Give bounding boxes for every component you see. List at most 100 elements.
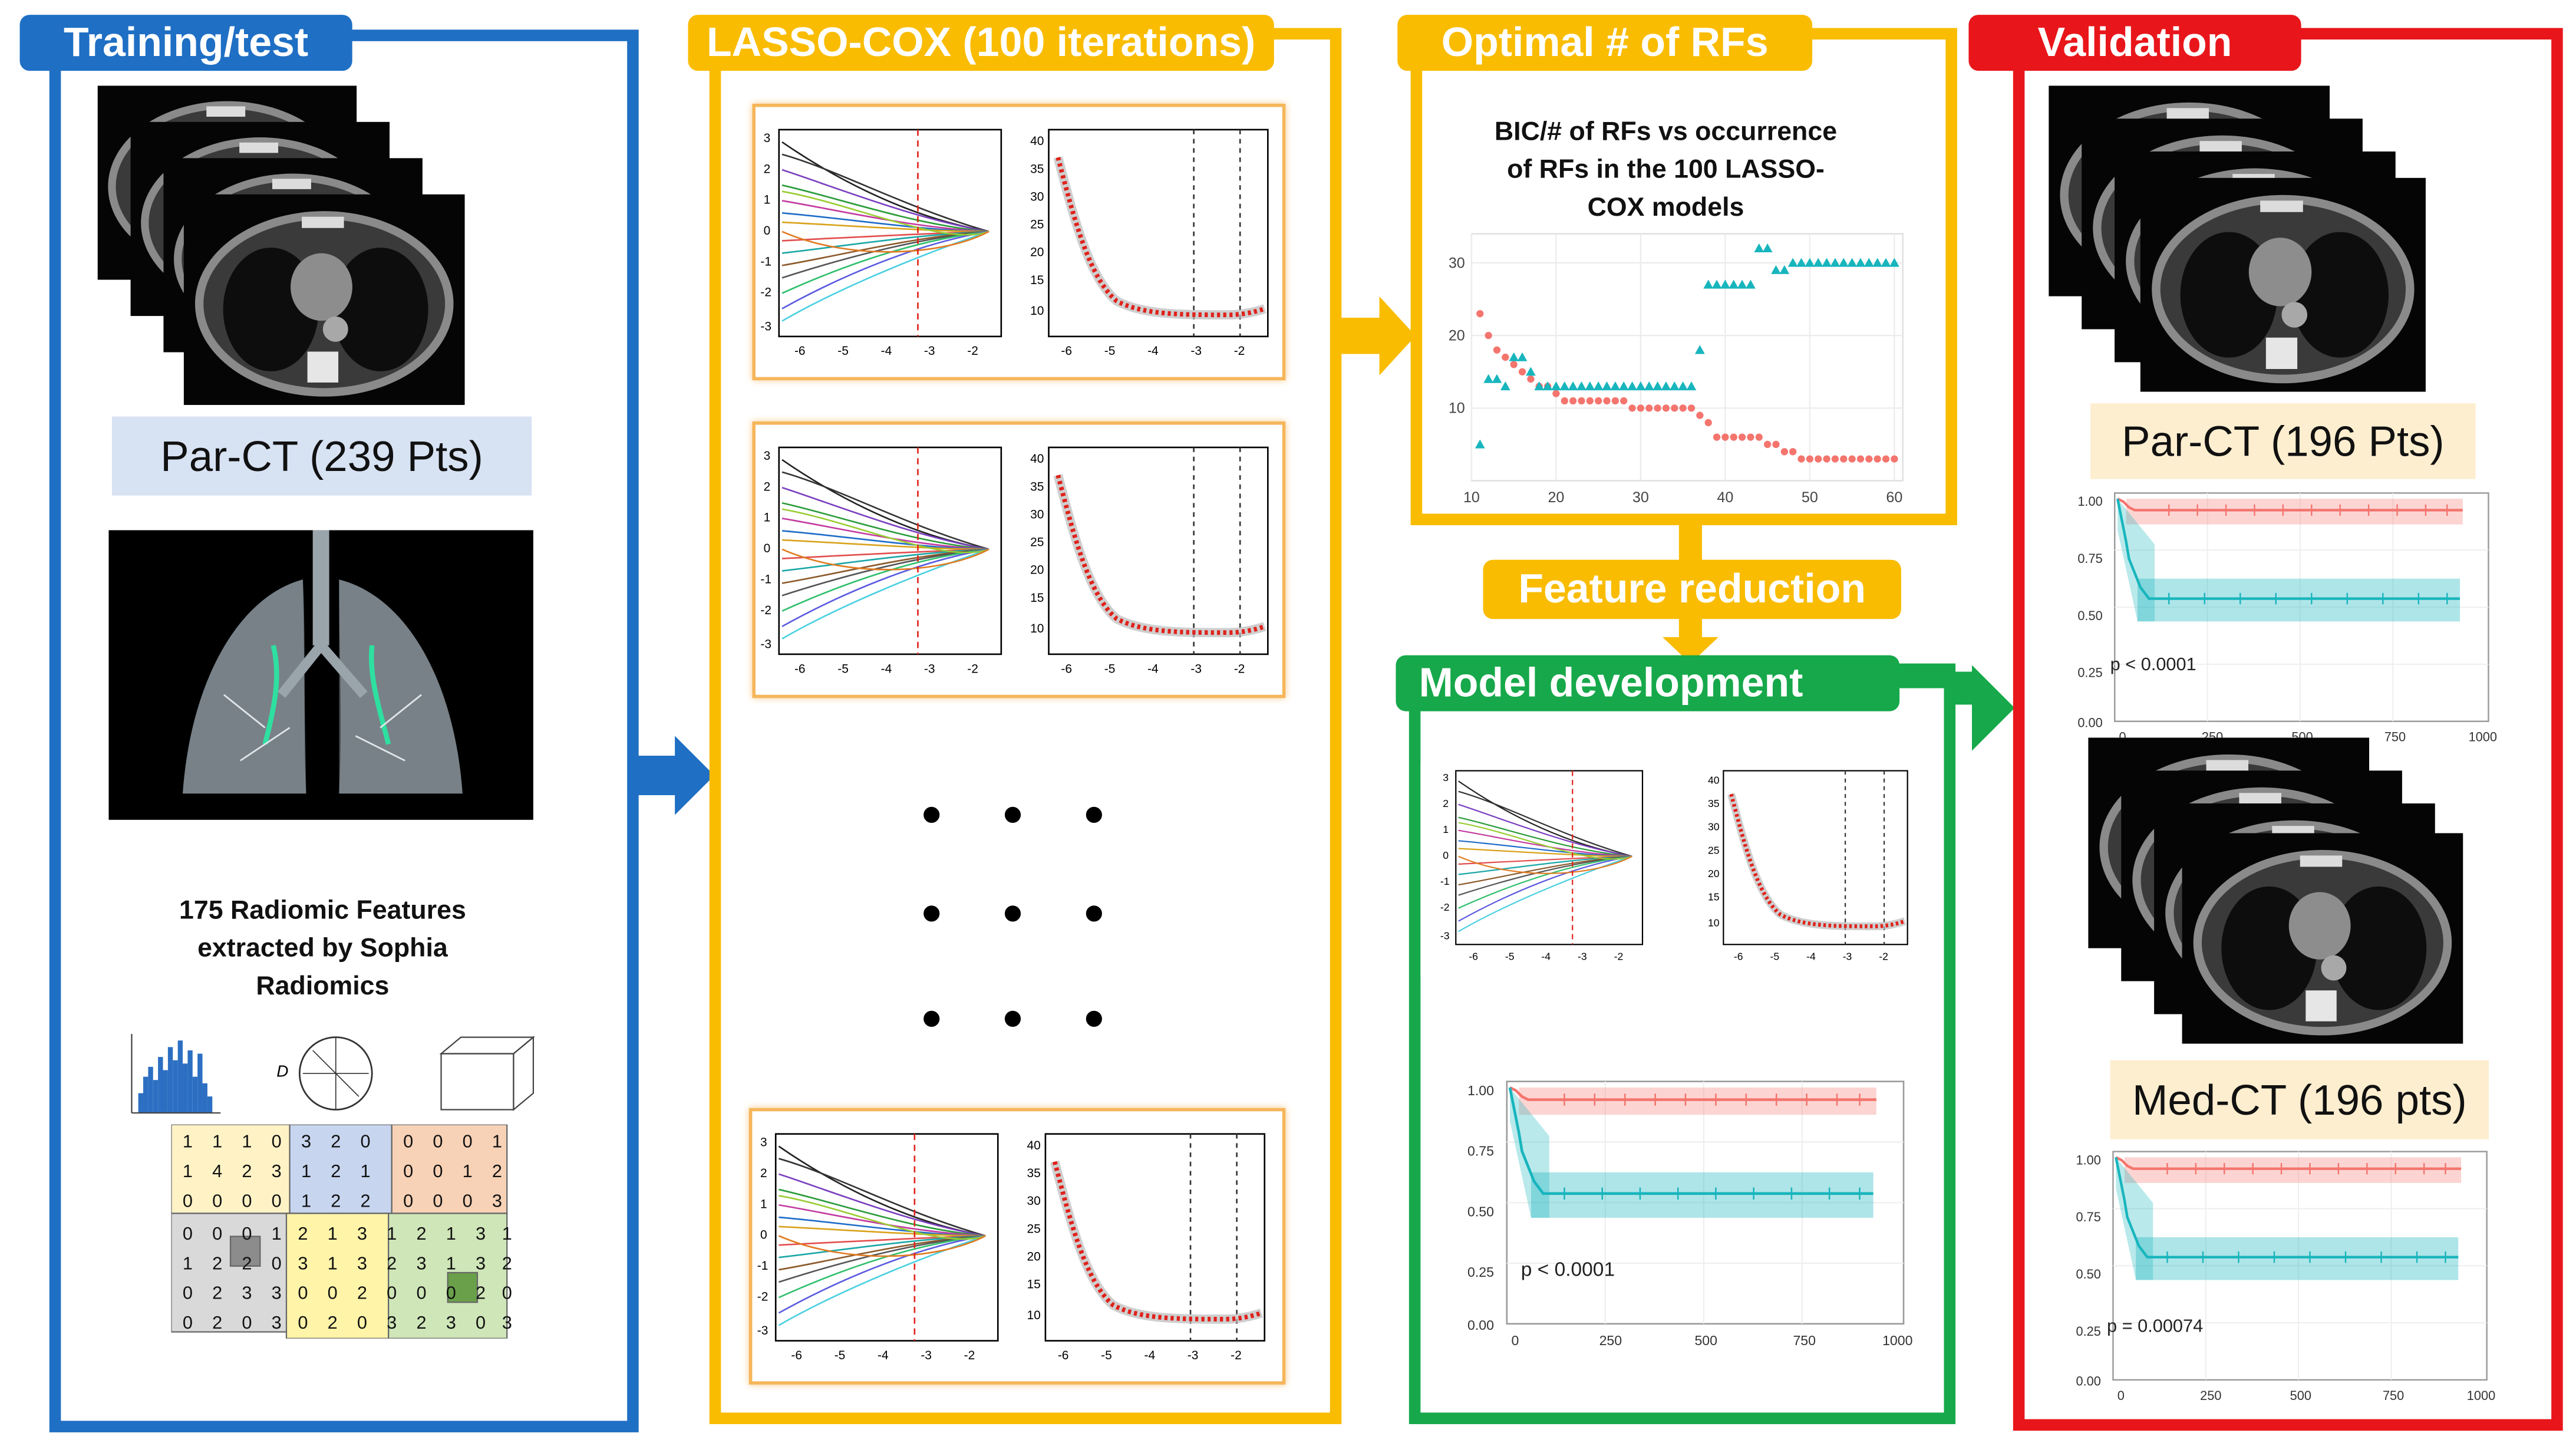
rf-count-point — [1847, 258, 1857, 267]
svg-text:0: 0 — [403, 1190, 413, 1211]
validation-par-km-plot: p < 0.0001 — [2047, 487, 2518, 744]
svg-text:3: 3 — [301, 1131, 311, 1152]
lasso-iteration-1 — [752, 103, 1286, 381]
rf-count-point — [1796, 258, 1806, 267]
rf-count-point — [1711, 279, 1722, 289]
validation-med-label: Med-CT (196 pts) — [2110, 1060, 2489, 1139]
rf-count-point — [1805, 258, 1815, 267]
svg-text:0: 0 — [272, 1253, 282, 1273]
rf-count-point — [1754, 243, 1764, 252]
rf-count-point — [1720, 279, 1730, 289]
bic-point — [1493, 346, 1501, 354]
rf-count-point — [1602, 381, 1612, 391]
svg-text:0: 0 — [183, 1283, 193, 1303]
svg-text:0: 0 — [357, 1312, 367, 1333]
bic-point — [1730, 433, 1737, 441]
svg-text:2: 2 — [416, 1312, 426, 1333]
svg-text:0: 0 — [403, 1161, 413, 1181]
svg-text:0: 0 — [360, 1131, 370, 1152]
svg-text:0: 0 — [183, 1312, 193, 1333]
rf-count-point — [1881, 258, 1891, 267]
bic-point — [1848, 455, 1856, 463]
svg-text:1: 1 — [272, 1223, 282, 1244]
arrow-to-lasso — [628, 736, 715, 815]
rf-count-point — [1475, 439, 1485, 449]
svg-text:0: 0 — [403, 1131, 413, 1152]
validation-med-km-plot: p = 0.00074 — [2041, 1146, 2522, 1403]
svg-text:1: 1 — [183, 1161, 193, 1181]
bic-point — [1865, 455, 1873, 463]
svg-text:2: 2 — [331, 1161, 341, 1181]
bic-point — [1789, 448, 1797, 456]
ct-stack-training — [79, 85, 474, 407]
ct-stack-validation-med — [2080, 737, 2475, 1047]
bic-point — [1823, 455, 1830, 463]
rf-count-point — [1509, 352, 1519, 361]
svg-text:2: 2 — [298, 1223, 308, 1244]
svg-text:0: 0 — [242, 1312, 252, 1333]
bic-point — [1662, 404, 1670, 412]
bic-point — [1603, 397, 1611, 405]
lasso-panel-title: LASSO-COX (100 iterations) — [688, 15, 1274, 71]
svg-text:0: 0 — [212, 1223, 222, 1244]
svg-text:3: 3 — [492, 1190, 502, 1211]
svg-text:3: 3 — [272, 1283, 282, 1303]
bic-point — [1772, 440, 1780, 449]
bic-point — [1882, 455, 1890, 463]
svg-text:3: 3 — [357, 1223, 367, 1244]
validation-par-pvalue: p < 0.0001 — [2110, 655, 2196, 676]
ellipsis-1: • • • — [922, 783, 1127, 846]
rf-count-point — [1483, 374, 1494, 383]
validation-med-pvalue: p = 0.00074 — [2107, 1317, 2204, 1337]
rf-count-point — [1889, 258, 1899, 267]
svg-text:1: 1 — [328, 1223, 338, 1244]
rf-count-point — [1551, 381, 1561, 391]
svg-text:0: 0 — [446, 1283, 456, 1303]
svg-text:0: 0 — [272, 1131, 282, 1152]
bic-point — [1840, 455, 1848, 463]
svg-text:3: 3 — [446, 1312, 456, 1333]
optimal-panel-title: Optimal # of RFs — [1397, 15, 1813, 71]
bic-xtick-label: 60 — [1886, 489, 1902, 506]
rf-count-point — [1517, 352, 1528, 361]
bic-point — [1806, 455, 1814, 463]
bic-point — [1502, 353, 1509, 361]
rf-count-point — [1830, 258, 1841, 267]
svg-text:1: 1 — [360, 1161, 370, 1181]
svg-text:2: 2 — [212, 1312, 222, 1333]
rf-count-point — [1686, 381, 1697, 391]
bic-point — [1747, 433, 1754, 441]
svg-text:2: 2 — [360, 1190, 370, 1211]
svg-text:0: 0 — [298, 1312, 308, 1333]
rf-count-point — [1526, 367, 1536, 376]
rf-count-point — [1779, 265, 1790, 274]
bic-point — [1552, 390, 1560, 397]
svg-text:2: 2 — [331, 1131, 341, 1152]
bic-scatter-chart: 10 20 30 10 20 30 40 50 60 — [1449, 233, 1904, 506]
svg-text:1: 1 — [492, 1131, 502, 1152]
rf-count-point — [1568, 381, 1578, 391]
svg-text:2: 2 — [416, 1223, 426, 1244]
rf-count-point — [1729, 279, 1739, 289]
svg-text:4: 4 — [212, 1161, 222, 1181]
svg-text:0: 0 — [502, 1283, 512, 1303]
bic-point — [1763, 440, 1772, 449]
svg-text:2: 2 — [476, 1283, 486, 1303]
rf-count-point — [1813, 258, 1823, 267]
ellipsis-3: • • • — [922, 987, 1127, 1050]
svg-text:2: 2 — [242, 1253, 252, 1273]
svg-text:0: 0 — [433, 1131, 443, 1152]
rf-count-point — [1627, 381, 1637, 391]
rf-count-point — [1618, 381, 1629, 391]
svg-text:1: 1 — [212, 1131, 222, 1152]
svg-text:0: 0 — [272, 1190, 282, 1211]
ellipsis-2: • • • — [922, 882, 1127, 945]
rf-count-point — [1863, 258, 1874, 267]
bic-point — [1815, 455, 1822, 463]
svg-text:1: 1 — [446, 1223, 456, 1244]
svg-text:1: 1 — [183, 1131, 193, 1152]
rf-count-point — [1771, 265, 1781, 274]
lasso-iteration-2 — [752, 421, 1286, 699]
training-panel-title: Training/test — [19, 15, 352, 71]
